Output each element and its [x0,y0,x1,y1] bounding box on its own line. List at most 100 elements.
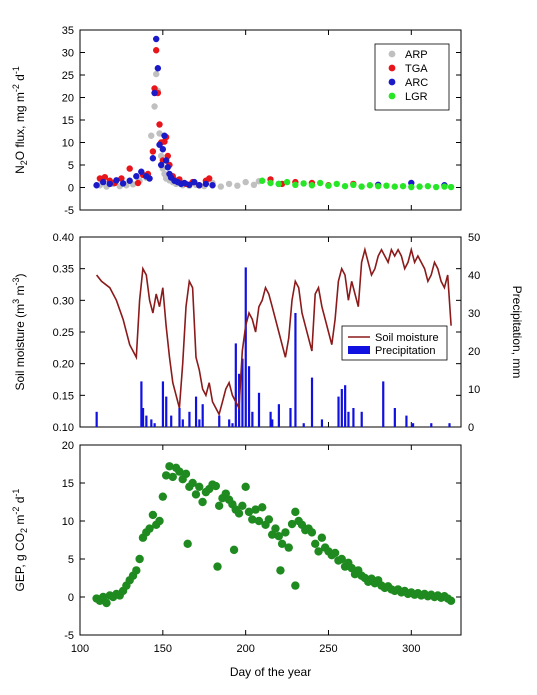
y-axis-label-part: -1 [11,489,21,497]
data-point-gep [276,566,285,575]
data-point-gep [274,532,283,541]
legend-label-arc: ARC [405,77,428,89]
data-point-gep [198,497,207,507]
precipitation-bar [269,411,272,427]
precipitation-bar [234,343,237,427]
precipitation-bar [241,358,244,427]
legend-marker-tga [388,64,396,72]
y-axis-label-part: 3 [11,299,21,304]
y-tick-label: -5 [64,630,74,642]
data-point-gep [165,462,174,471]
data-point-arp [234,182,241,189]
y-axis-label-part: -1 [11,66,21,74]
data-point-arp [242,178,249,186]
data-point-tga [206,175,213,182]
precipitation-bar [448,423,451,427]
data-point-arc [133,173,140,180]
y-axis-label-part: d [13,497,27,507]
data-point-gep [132,566,141,575]
y2-tick-label: 10 [468,384,480,396]
data-point-arc [119,180,127,187]
y2-tick-label: 30 [468,308,480,320]
y-axis-label: Soil moisture (m3 m-3) [11,273,27,390]
data-point-lgr [333,180,340,188]
data-point-gep [213,562,222,571]
data-point-gep [229,545,239,555]
precipitation-bar [153,423,156,427]
legend-marker-arp [388,50,396,58]
data-point-gep [314,547,323,556]
legend-label-lgr: LGR [405,91,428,103]
y-axis-label-part: 2 [19,160,29,165]
x-tick-label: 300 [402,643,420,655]
data-point-tga [156,121,163,128]
precipitation-bar [170,415,173,427]
data-point-gep [307,528,317,537]
data-point-lgr [416,183,423,190]
legend-marker-lgr [388,92,396,100]
data-point-arc [154,65,162,72]
precipitation-bar [430,423,433,427]
y-tick-label: 0.15 [53,390,74,402]
precipitation-bar [294,313,297,427]
precipitation-bar [310,377,314,427]
y-tick-label: 0.20 [53,359,74,371]
precipitation-bar [181,419,184,427]
y-tick-label: 5 [68,160,74,172]
data-point-lgr [374,182,382,190]
data-point-gep [287,519,297,529]
data-point-arp [148,132,155,139]
data-point-arc [186,181,193,188]
data-point-lgr [341,182,349,190]
y-tick-label: 20 [62,440,74,452]
y-tick-label: 20 [62,93,74,105]
data-point-lgr [350,181,357,188]
data-point-gep [188,478,197,488]
precipitation-bar [141,408,145,427]
precipitation-bar [244,267,247,427]
data-point-arc [196,182,203,189]
y-tick-label: 10 [62,516,74,528]
precipitation-bar [188,411,191,427]
data-point-gep [135,554,144,564]
data-point-lgr [447,183,455,191]
data-point-arc [93,182,100,189]
precipitation-bar [257,392,261,427]
precipitation-bar [289,408,292,427]
data-point-gep [145,524,154,533]
precipitation-bar [247,366,251,427]
data-point-arc [113,177,120,184]
data-point-gep [284,543,293,552]
y2-tick-label: 20 [468,346,480,358]
precipitation-bar [95,411,98,427]
data-point-gep [311,539,320,548]
x-tick-label: 200 [236,643,254,655]
legend-label-arp: ARP [405,49,428,61]
y-axis-label-part: ) [13,273,27,277]
data-point-lgr [391,183,398,190]
data-point-lgr [441,183,448,190]
precipitation-bar [145,415,148,427]
y-tick-label: 0.10 [53,422,74,434]
data-point-lgr [259,177,266,184]
y-tick-label: 15 [62,115,74,127]
data-point-gep [234,509,244,518]
data-point-lgr [366,182,374,189]
y-axis-label-part: d [13,74,27,84]
data-point-lgr [432,183,440,191]
y-axis-label-part: Soil moisture (m [13,304,27,391]
y2-tick-label: 50 [468,232,480,244]
y-axis-label: N2O flux, mg m-2 d-1 [11,66,29,174]
data-point-tga [118,175,125,182]
legend-box [341,325,448,361]
y2-tick-label: 0 [468,422,474,434]
precipitation-bar [320,419,324,427]
data-point-gep [251,505,260,514]
data-point-lgr [283,178,291,186]
data-point-gep [337,554,346,564]
precipitation-bar [360,411,363,427]
legend-marker-arc [388,78,396,86]
data-point-gep [330,548,340,558]
precipitation-bar [277,404,280,427]
precipitation-bar [178,408,181,427]
